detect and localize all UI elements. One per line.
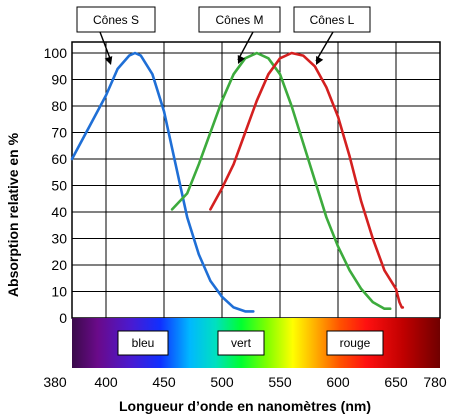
- arrowhead: [237, 55, 246, 64]
- legend-callout-box: [198, 6, 281, 33]
- x-tick-label: 600: [326, 374, 350, 390]
- y-tick-label: 50: [51, 178, 67, 194]
- y-tick-label: 70: [51, 125, 67, 141]
- y-tick-label: 0: [59, 310, 67, 326]
- series-line: [209, 51, 405, 309]
- legend-callout-label: Cônes S: [93, 13, 139, 27]
- x-tick-label: 500: [210, 374, 234, 390]
- plot-frame: [71, 41, 441, 319]
- band-label-box: [217, 330, 265, 356]
- series-lines: [70, 51, 405, 313]
- y-tick-label: 60: [51, 151, 67, 167]
- grid: [71, 41, 441, 319]
- band-label-box: [326, 330, 384, 356]
- x-tick-labels: 380 400 450 500 550 600 650 780: [43, 374, 447, 390]
- legend-callout-box: [293, 6, 371, 33]
- arrowhead: [316, 56, 324, 65]
- band-labels: bleu vert rouge: [117, 330, 384, 356]
- arrowhead: [104, 56, 113, 65]
- x-axis-title: Longueur d’onde en nanomètres (nm): [119, 398, 371, 414]
- x-tick-label: 550: [268, 374, 292, 390]
- y-tick-label: 10: [51, 284, 67, 300]
- y-axis-title: Absorption relative en %: [5, 132, 21, 297]
- x-tick-label: 450: [152, 374, 176, 390]
- band-label: rouge: [340, 336, 371, 350]
- legend-callout-box: [76, 6, 156, 33]
- legend-callout-arrow: [237, 31, 254, 61]
- y-tick-label: 90: [51, 72, 67, 88]
- x-tick-label: 780: [423, 374, 447, 390]
- legend-callout-arrow: [99, 31, 112, 62]
- y-tick-label: 80: [51, 98, 67, 114]
- series-line: [170, 51, 392, 310]
- band-label: bleu: [132, 336, 155, 350]
- y-tick-label: 30: [51, 231, 67, 247]
- series-line: [70, 51, 255, 313]
- x-tick-label: 650: [384, 374, 408, 390]
- legend-callout-label: Cônes L: [310, 13, 355, 27]
- legend-callouts: Cônes S Cônes M Cônes L: [76, 6, 371, 65]
- band-label-box: [117, 330, 169, 356]
- y-tick-label: 40: [51, 204, 67, 220]
- legend-callout-label: Cônes M: [215, 13, 263, 27]
- x-tick-label: 380: [43, 374, 67, 390]
- y-tick-label: 20: [51, 257, 67, 273]
- x-tick-label: 400: [94, 374, 118, 390]
- y-tick-labels: 0 10 20 30 40 50 60 70 80 90 100: [44, 45, 68, 326]
- y-tick-label: 100: [44, 45, 68, 61]
- band-label: vert: [231, 336, 252, 350]
- legend-callout-arrow: [315, 31, 334, 62]
